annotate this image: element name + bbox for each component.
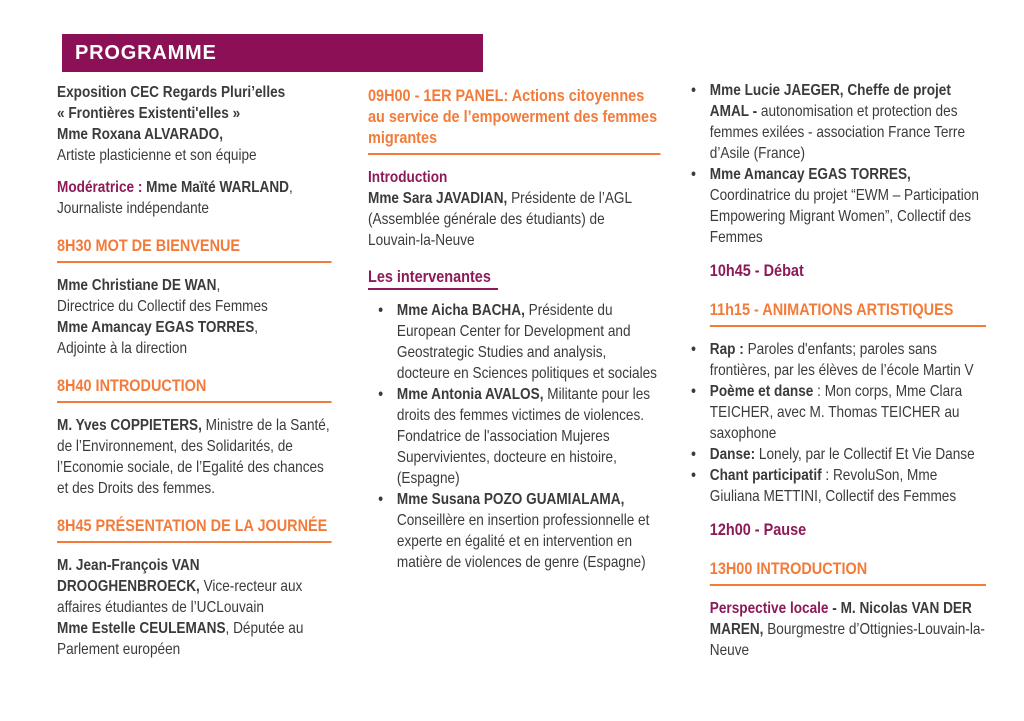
paragraph: M. Yves COPPIETERS, Ministre de la Santé… — [57, 415, 332, 499]
text-segment: Danse: — [709, 446, 759, 463]
text-segment: Mme Amancay EGAS TORRES, — [709, 166, 911, 183]
paragraph: M. Jean-François VAN DROOGHENBROECK, Vic… — [57, 555, 332, 660]
program-column-left: Exposition CEC Regards Pluri’elles « Fron… — [57, 82, 332, 660]
text-segment: Ministre de la Santé, de l’Environnement… — [57, 417, 330, 497]
text-segment: Chant participatif — [709, 467, 822, 484]
text-segment: Journaliste indépendante — [57, 200, 209, 217]
list-item: Mme Amancay EGAS TORRES, Coordinatrice d… — [686, 164, 986, 248]
paragraph: Modératrice : Mme Maïté WARLAND, Journali… — [57, 177, 332, 219]
list-item: Mme Lucie JAEGER, Cheffe de projet AMAL … — [686, 80, 986, 164]
text-segment: Mme Susana POZO GUAMIALAMA, — [396, 491, 625, 508]
text-segment: Mme Roxana ALVARADO, — [57, 126, 223, 143]
text-segment: Lonely, par le Collectif Et Vie Danse — [758, 446, 975, 463]
text-segment: M. Jean-François VAN DROOGHENBROECK, — [57, 557, 204, 595]
list-item: Mme Antonia AVALOS, Militante pour les d… — [368, 384, 660, 489]
text-segment: Paroles d'enfants; paroles sans frontièr… — [709, 341, 974, 379]
text-segment: Bourgmestre d’Ottignies-Louvain-la-Neuve — [709, 621, 985, 659]
section-heading: 8H30 MOT DE BIENVENUE — [57, 235, 332, 263]
text-segment: Mme Lucie JAEGER, Cheffe de projet AMAL … — [709, 82, 951, 120]
text-segment: Coordinatrice du projet “EWM – Participa… — [709, 187, 979, 246]
list-item: Mme Susana POZO GUAMIALAMA, Conseillère … — [368, 489, 660, 573]
text-segment: - M. Nicolas VAN DER MAREN, — [709, 600, 972, 638]
text-segment: , — [216, 277, 221, 294]
paragraph: Introduction Mme Sara JAVADIAN, Président… — [368, 167, 660, 251]
text-segment: : Mon corps, Mme Clara TEICHER, avec M. … — [709, 383, 963, 442]
text-segment: Vice-recteur aux affaires étudiantes de … — [57, 578, 303, 616]
section-heading: 8H45 PRÉSENTATION DE LA JOURNÉE — [57, 515, 332, 543]
list-item: Mme Aicha BACHA, Présidente du European … — [368, 300, 660, 384]
text-segment: Rap : — [709, 341, 748, 358]
text-segment: Perspective locale — [709, 600, 829, 617]
text-segment: Mme Maïté WARLAND — [146, 179, 289, 196]
section-heading: 11h15 - ANIMATIONS ARTISTIQUES — [709, 299, 987, 327]
paragraph: Exposition CEC Regards Pluri’elles « Fron… — [57, 82, 332, 166]
text-segment: Adjointe à la direction — [57, 340, 188, 357]
list-item: Chant participatif : RevoluSon, Mme Giul… — [686, 465, 986, 507]
paragraph: Mme Christiane DE WAN, Directrice du Coll… — [57, 275, 332, 359]
text-segment: Poème et danse — [709, 383, 814, 400]
text-segment: , Députée au Parlement européen — [57, 620, 304, 658]
text-segment: , — [288, 179, 293, 196]
programme-banner: PROGRAMME — [62, 34, 483, 72]
text-segment: Modératrice : — [57, 179, 147, 196]
text-segment: Présidente de l’AGL (Assemblée générale … — [368, 190, 632, 249]
text-segment: Conseillère en insertion professionnelle… — [396, 512, 650, 571]
list-item: Rap : Paroles d'enfants; paroles sans fr… — [686, 339, 986, 381]
text-segment: : RevoluSon, Mme Giuliana METTINI, Colle… — [709, 467, 957, 505]
program-column-right: Mme Lucie JAEGER, Cheffe de projet AMAL … — [686, 80, 987, 661]
text-segment: Artiste plasticienne et son équipe — [57, 147, 257, 164]
text-segment: Militante pour les droits des femmes vic… — [396, 386, 651, 487]
paragraph: Perspective locale - M. Nicolas VAN DER … — [710, 598, 986, 661]
bullet-list: Rap : Paroles d'enfants; paroles sans fr… — [686, 339, 986, 507]
text-segment: M. Yves COPPIETERS, — [57, 417, 206, 434]
text-segment: Mme Estelle CEULEMANS — [57, 620, 226, 637]
program-column-middle: 09H00 - 1ER PANEL: Actions citoyennes au… — [368, 85, 661, 573]
text-segment: Mme Aicha BACHA, — [396, 302, 529, 319]
subsection-heading: Les intervenantes — [368, 266, 498, 290]
section-heading: 09H00 - 1ER PANEL: Actions citoyennes au… — [368, 85, 661, 155]
text-segment: Introduction — [368, 169, 448, 186]
text-segment: autonomisation et protection des femmes … — [709, 103, 966, 162]
text-segment: Mme Amancay EGAS TORRES — [57, 319, 255, 336]
time-label: 12h00 - Pause — [709, 520, 807, 539]
section-heading: 13H00 INTRODUCTION — [709, 558, 987, 586]
page-title: PROGRAMME — [75, 41, 217, 64]
text-segment: Mme Christiane DE WAN — [57, 277, 217, 294]
time-label: 10h45 - Débat — [709, 261, 804, 280]
bullet-list: Mme Lucie JAEGER, Cheffe de projet AMAL … — [686, 80, 986, 248]
text-segment: Mme Sara JAVADIAN, — [368, 190, 512, 207]
section-heading: 8H40 INTRODUCTION — [57, 375, 332, 403]
text-segment: Mme Antonia AVALOS, — [396, 386, 548, 403]
text-segment: Présidente du European Center for Develo… — [396, 302, 657, 382]
bullet-list: Mme Aicha BACHA, Présidente du European … — [368, 300, 660, 573]
text-segment: Exposition CEC Regards Pluri’elles — [57, 84, 286, 101]
list-item: Danse: Lonely, par le Collectif Et Vie D… — [686, 444, 986, 465]
text-segment: Directrice du Collectif des Femmes — [57, 298, 268, 315]
text-segment: « Frontières Existenti'elles » — [57, 105, 241, 122]
text-segment: , — [254, 319, 259, 336]
list-item: Poème et danse : Mon corps, Mme Clara TE… — [686, 381, 986, 444]
